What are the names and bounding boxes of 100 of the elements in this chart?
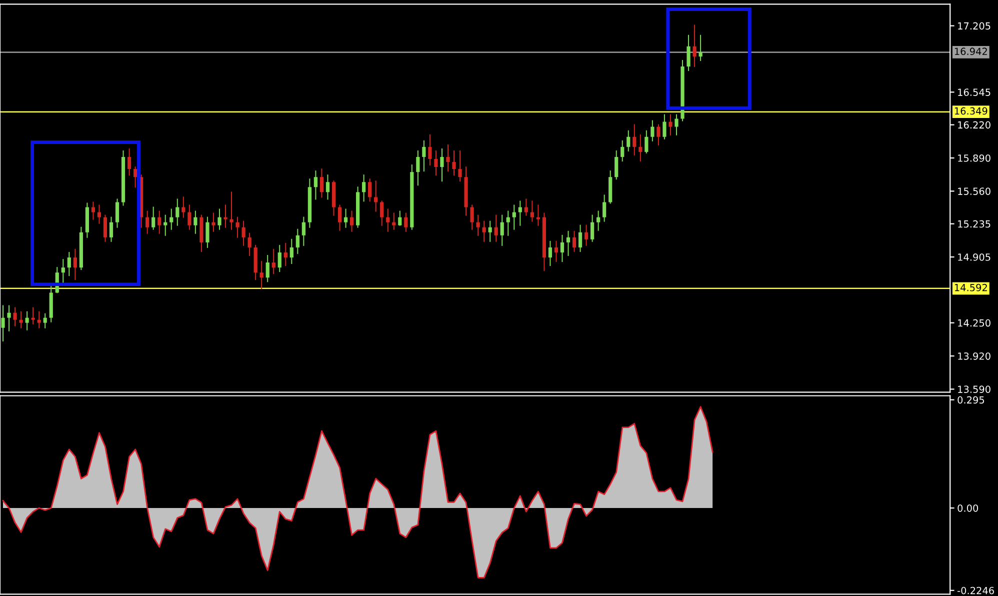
candlestick (170, 208, 174, 230)
y-tick-label: 0.295 (958, 396, 984, 404)
candlestick (115, 198, 120, 228)
candlestick (284, 242, 288, 266)
candlestick (13, 307, 17, 326)
candlestick (500, 214, 504, 246)
candlestick (632, 124, 636, 156)
candlestick (686, 34, 690, 72)
candlestick (158, 210, 162, 234)
candlestick (67, 252, 71, 276)
candlestick (176, 198, 180, 226)
candlestick (1, 305, 5, 342)
candlestick (512, 204, 516, 230)
candlestick (380, 200, 384, 226)
candlestick (374, 180, 378, 212)
candlestick (584, 224, 588, 246)
candlestick (302, 216, 306, 246)
candlestick (674, 114, 678, 136)
candlestick (25, 311, 29, 330)
candlestick (530, 200, 534, 222)
candlestick (146, 210, 150, 234)
y-tick-label: 15.560 (958, 188, 990, 195)
candlestick (296, 228, 300, 254)
y-tick-label: 15.235 (958, 220, 990, 228)
candlestick (127, 148, 132, 176)
candlestick (7, 305, 11, 332)
candlestick (188, 204, 192, 230)
candlestick (290, 238, 294, 264)
candlestick (278, 244, 282, 272)
candlestick (620, 140, 624, 162)
candlestick (554, 240, 558, 262)
candlestick (338, 204, 342, 231)
candlestick (368, 178, 372, 202)
candlestick (548, 240, 552, 266)
candlestick (446, 144, 450, 172)
y-tick-label: 14.250 (958, 319, 990, 327)
candlestick (182, 196, 186, 218)
candlestick (392, 212, 396, 230)
candlestick (506, 210, 510, 236)
candlestick (476, 214, 480, 236)
candlestick (638, 134, 642, 162)
y-tick-label: 14.905 (958, 253, 990, 261)
candlestick (428, 134, 432, 166)
candlestick (566, 230, 570, 256)
candlestick (470, 204, 474, 230)
candlestick (19, 311, 23, 328)
candlestick (230, 192, 234, 230)
candlestick (91, 202, 96, 220)
candlestick (43, 313, 47, 328)
candlestick (560, 234, 564, 262)
candlestick (260, 260, 264, 290)
candlestick (404, 212, 408, 232)
candlestick (320, 168, 324, 198)
candlestick (266, 254, 270, 282)
candlestick (362, 174, 366, 202)
candlestick (350, 210, 354, 232)
candlestick (73, 248, 77, 280)
candlestick (37, 311, 41, 328)
candlestick (602, 194, 606, 222)
candlestick (152, 206, 156, 230)
candlestick (242, 220, 246, 246)
candlestick (103, 214, 108, 242)
candlestick (614, 150, 618, 180)
candlestick (248, 232, 252, 256)
y-tick-label: 0.00 (958, 504, 978, 512)
candlestick (458, 150, 462, 182)
candlestick (434, 150, 438, 176)
candlestick (626, 130, 630, 152)
candlestick (482, 220, 486, 242)
candlestick (656, 124, 660, 146)
candlestick (416, 150, 420, 186)
candlestick (109, 216, 114, 242)
candlestick (668, 114, 672, 136)
ref-line-label: 16.349 (954, 107, 988, 115)
candlestick (572, 230, 576, 252)
candlestick (692, 24, 696, 67)
candlestick (536, 204, 540, 226)
candlestick (452, 150, 456, 176)
y-tick-label: 16.220 (958, 121, 990, 129)
candlestick (194, 210, 198, 234)
candlestick (590, 214, 594, 242)
y-tick-label: 13.590 (958, 386, 990, 393)
candlestick (650, 120, 654, 142)
candlestick (698, 34, 702, 61)
candlestick (386, 208, 390, 232)
ref-line-label: 14.592 (954, 284, 987, 292)
candlestick (422, 140, 426, 172)
candlestick (97, 204, 102, 224)
candlestick (61, 258, 65, 284)
y-tick-label: 15.890 (958, 154, 990, 162)
candlestick (314, 170, 318, 200)
candlestick (518, 200, 522, 226)
candlestick (524, 198, 528, 216)
candlestick (218, 208, 222, 230)
candlestick (344, 208, 348, 228)
candlestick (440, 148, 444, 182)
candlestick (596, 210, 600, 231)
y-tick-label: 16.545 (958, 88, 990, 96)
candlestick (488, 220, 492, 242)
candlestick (398, 210, 402, 226)
